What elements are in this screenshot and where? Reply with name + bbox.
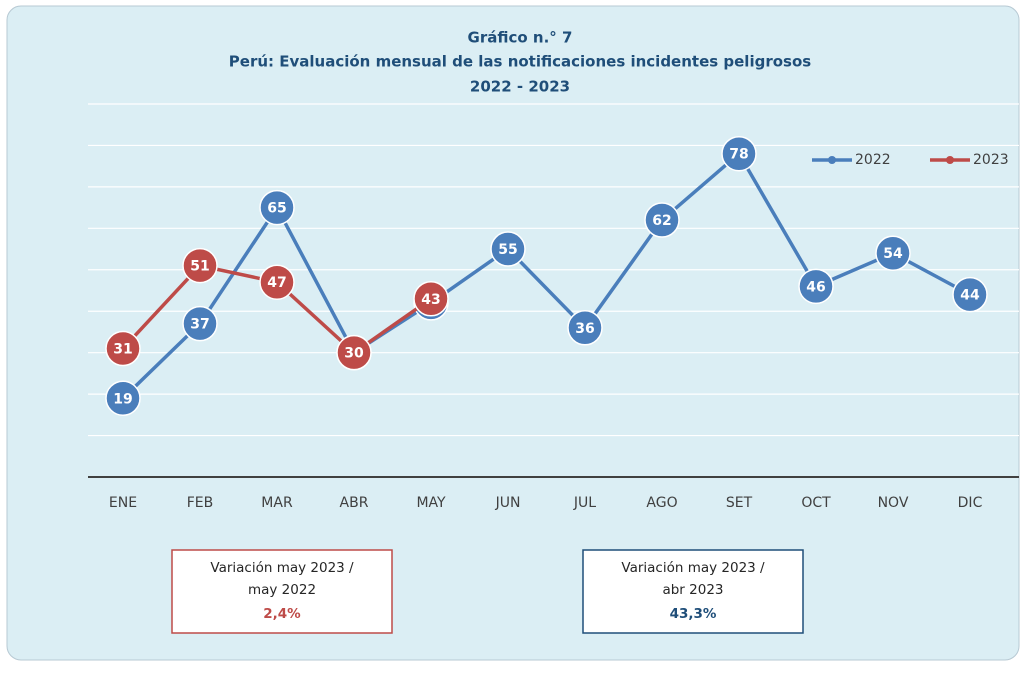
data-point: [336, 334, 372, 371]
annotation-box: [171, 549, 393, 634]
chart-title: Perú: Evaluación mensual de las notifica…: [229, 53, 811, 71]
x-tick-label: DIC: [958, 495, 983, 511]
x-tick-label: JUL: [573, 495, 596, 511]
data-label: 43: [421, 292, 440, 308]
x-tick-label: AGO: [646, 495, 677, 511]
x-tick-label: NOV: [878, 495, 909, 511]
data-point: [875, 235, 911, 271]
data-label: 37: [190, 317, 209, 333]
legend-label: 2022: [855, 152, 891, 168]
data-point: [567, 310, 603, 346]
x-tick-label: MAY: [416, 495, 446, 511]
x-tick-label: ENE: [109, 495, 137, 511]
data-label: 36: [575, 321, 594, 337]
x-tick-label: JUN: [495, 495, 521, 511]
annotation-text: abr 2023: [662, 582, 723, 598]
data-point: [259, 264, 295, 300]
annotation-value: 2,4%: [263, 606, 301, 622]
annotation-text: Variación may 2023 /: [621, 560, 765, 576]
data-point: [721, 135, 757, 172]
data-label: 78: [729, 147, 748, 163]
data-label: 62: [652, 213, 671, 229]
data-label: 65: [267, 201, 286, 217]
data-label: 46: [806, 279, 825, 295]
x-tick-label: ABR: [340, 495, 369, 511]
data-point: [413, 281, 449, 317]
data-point: [105, 380, 141, 417]
legend-label: 2023: [973, 152, 1009, 168]
annotation-box: [582, 549, 804, 634]
annotation-text: may 2022: [248, 582, 316, 598]
chart-title: Gráfico n.° 7: [468, 29, 573, 47]
x-tick-label: FEB: [187, 495, 214, 511]
chart-background: [6, 5, 1020, 661]
x-tick-label: OCT: [801, 495, 831, 511]
data-point: [182, 305, 218, 342]
data-label: 31: [113, 342, 132, 358]
chart-title: 2022 - 2023: [470, 78, 570, 96]
data-label: 19: [113, 391, 132, 407]
data-point: [798, 268, 834, 305]
x-tick-label: MAR: [261, 495, 293, 511]
annotation-value: 43,3%: [670, 606, 717, 622]
legend-marker: [828, 156, 836, 164]
data-label: 55: [498, 242, 517, 258]
data-point: [490, 231, 526, 267]
x-tick-label: SET: [726, 495, 753, 511]
annotation-text: Variación may 2023 /: [210, 560, 354, 576]
data-label: 51: [190, 259, 209, 275]
data-label: 30: [344, 346, 364, 362]
data-point: [259, 189, 295, 226]
data-label: 44: [960, 288, 980, 304]
data-label: 54: [883, 246, 903, 262]
data-point: [105, 330, 141, 367]
data-point: [644, 202, 680, 238]
data-point: [182, 247, 218, 284]
data-point: [952, 276, 988, 313]
data-label: 47: [267, 275, 286, 291]
legend-marker: [946, 156, 954, 164]
